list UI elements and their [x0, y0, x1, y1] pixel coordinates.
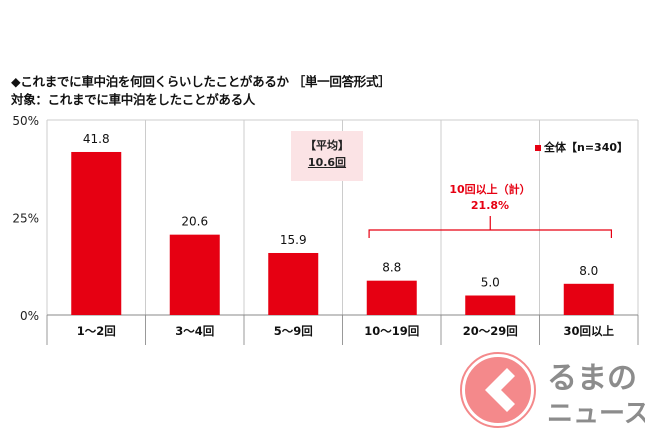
bracket-annotation: 10回以上（計） 21.8% [430, 182, 550, 214]
bar [563, 283, 614, 315]
annotation-label: 10回以上（計） [449, 183, 531, 196]
bar [366, 280, 417, 315]
bar [268, 252, 319, 315]
average-value: 10.6回 [307, 156, 347, 169]
kuruma-news-logo: るまの ニュース [460, 352, 645, 429]
y-tick-label: 0% [20, 309, 39, 323]
chart-subtitle: 対象：これまでに車中泊をしたことがある人 [11, 92, 256, 107]
legend-swatch [535, 145, 541, 151]
bar [71, 151, 122, 315]
data-label: 5.0 [481, 276, 500, 290]
x-tick-label: 20～29回 [463, 324, 518, 338]
chart-title: ◆これまでに車中泊を何回くらいしたことがあるか ［単一回答形式］ [11, 74, 391, 89]
x-tick-label: 1～2回 [77, 324, 116, 338]
legend: 全体【n=340】 [535, 139, 628, 155]
x-tick-label: 3～4回 [175, 324, 214, 338]
logo-text-top: るまの [547, 361, 637, 396]
bar [169, 234, 220, 315]
annotation-value: 21.8% [470, 199, 510, 212]
data-label: 20.6 [181, 215, 208, 229]
logo-chevron-icon [485, 368, 515, 412]
x-tick-label: 30回以上 [563, 324, 614, 338]
bar [465, 295, 516, 315]
data-label: 8.0 [579, 264, 598, 278]
y-tick-label: 50% [12, 114, 39, 128]
logo-text-bottom: ニュース [547, 399, 645, 429]
average-box: 【平均】 10.6回 [291, 131, 363, 181]
data-label: 8.8 [382, 261, 401, 275]
data-label: 15.9 [280, 233, 307, 247]
annotation-bracket [368, 216, 613, 238]
data-label: 41.8 [83, 132, 110, 146]
average-label: 【平均】 [305, 139, 349, 152]
x-tick-label: 10～19回 [364, 324, 419, 338]
x-tick-label: 5～9回 [274, 324, 313, 338]
y-tick-label: 25% [12, 212, 39, 226]
legend-label: 全体【n=340】 [544, 141, 629, 154]
